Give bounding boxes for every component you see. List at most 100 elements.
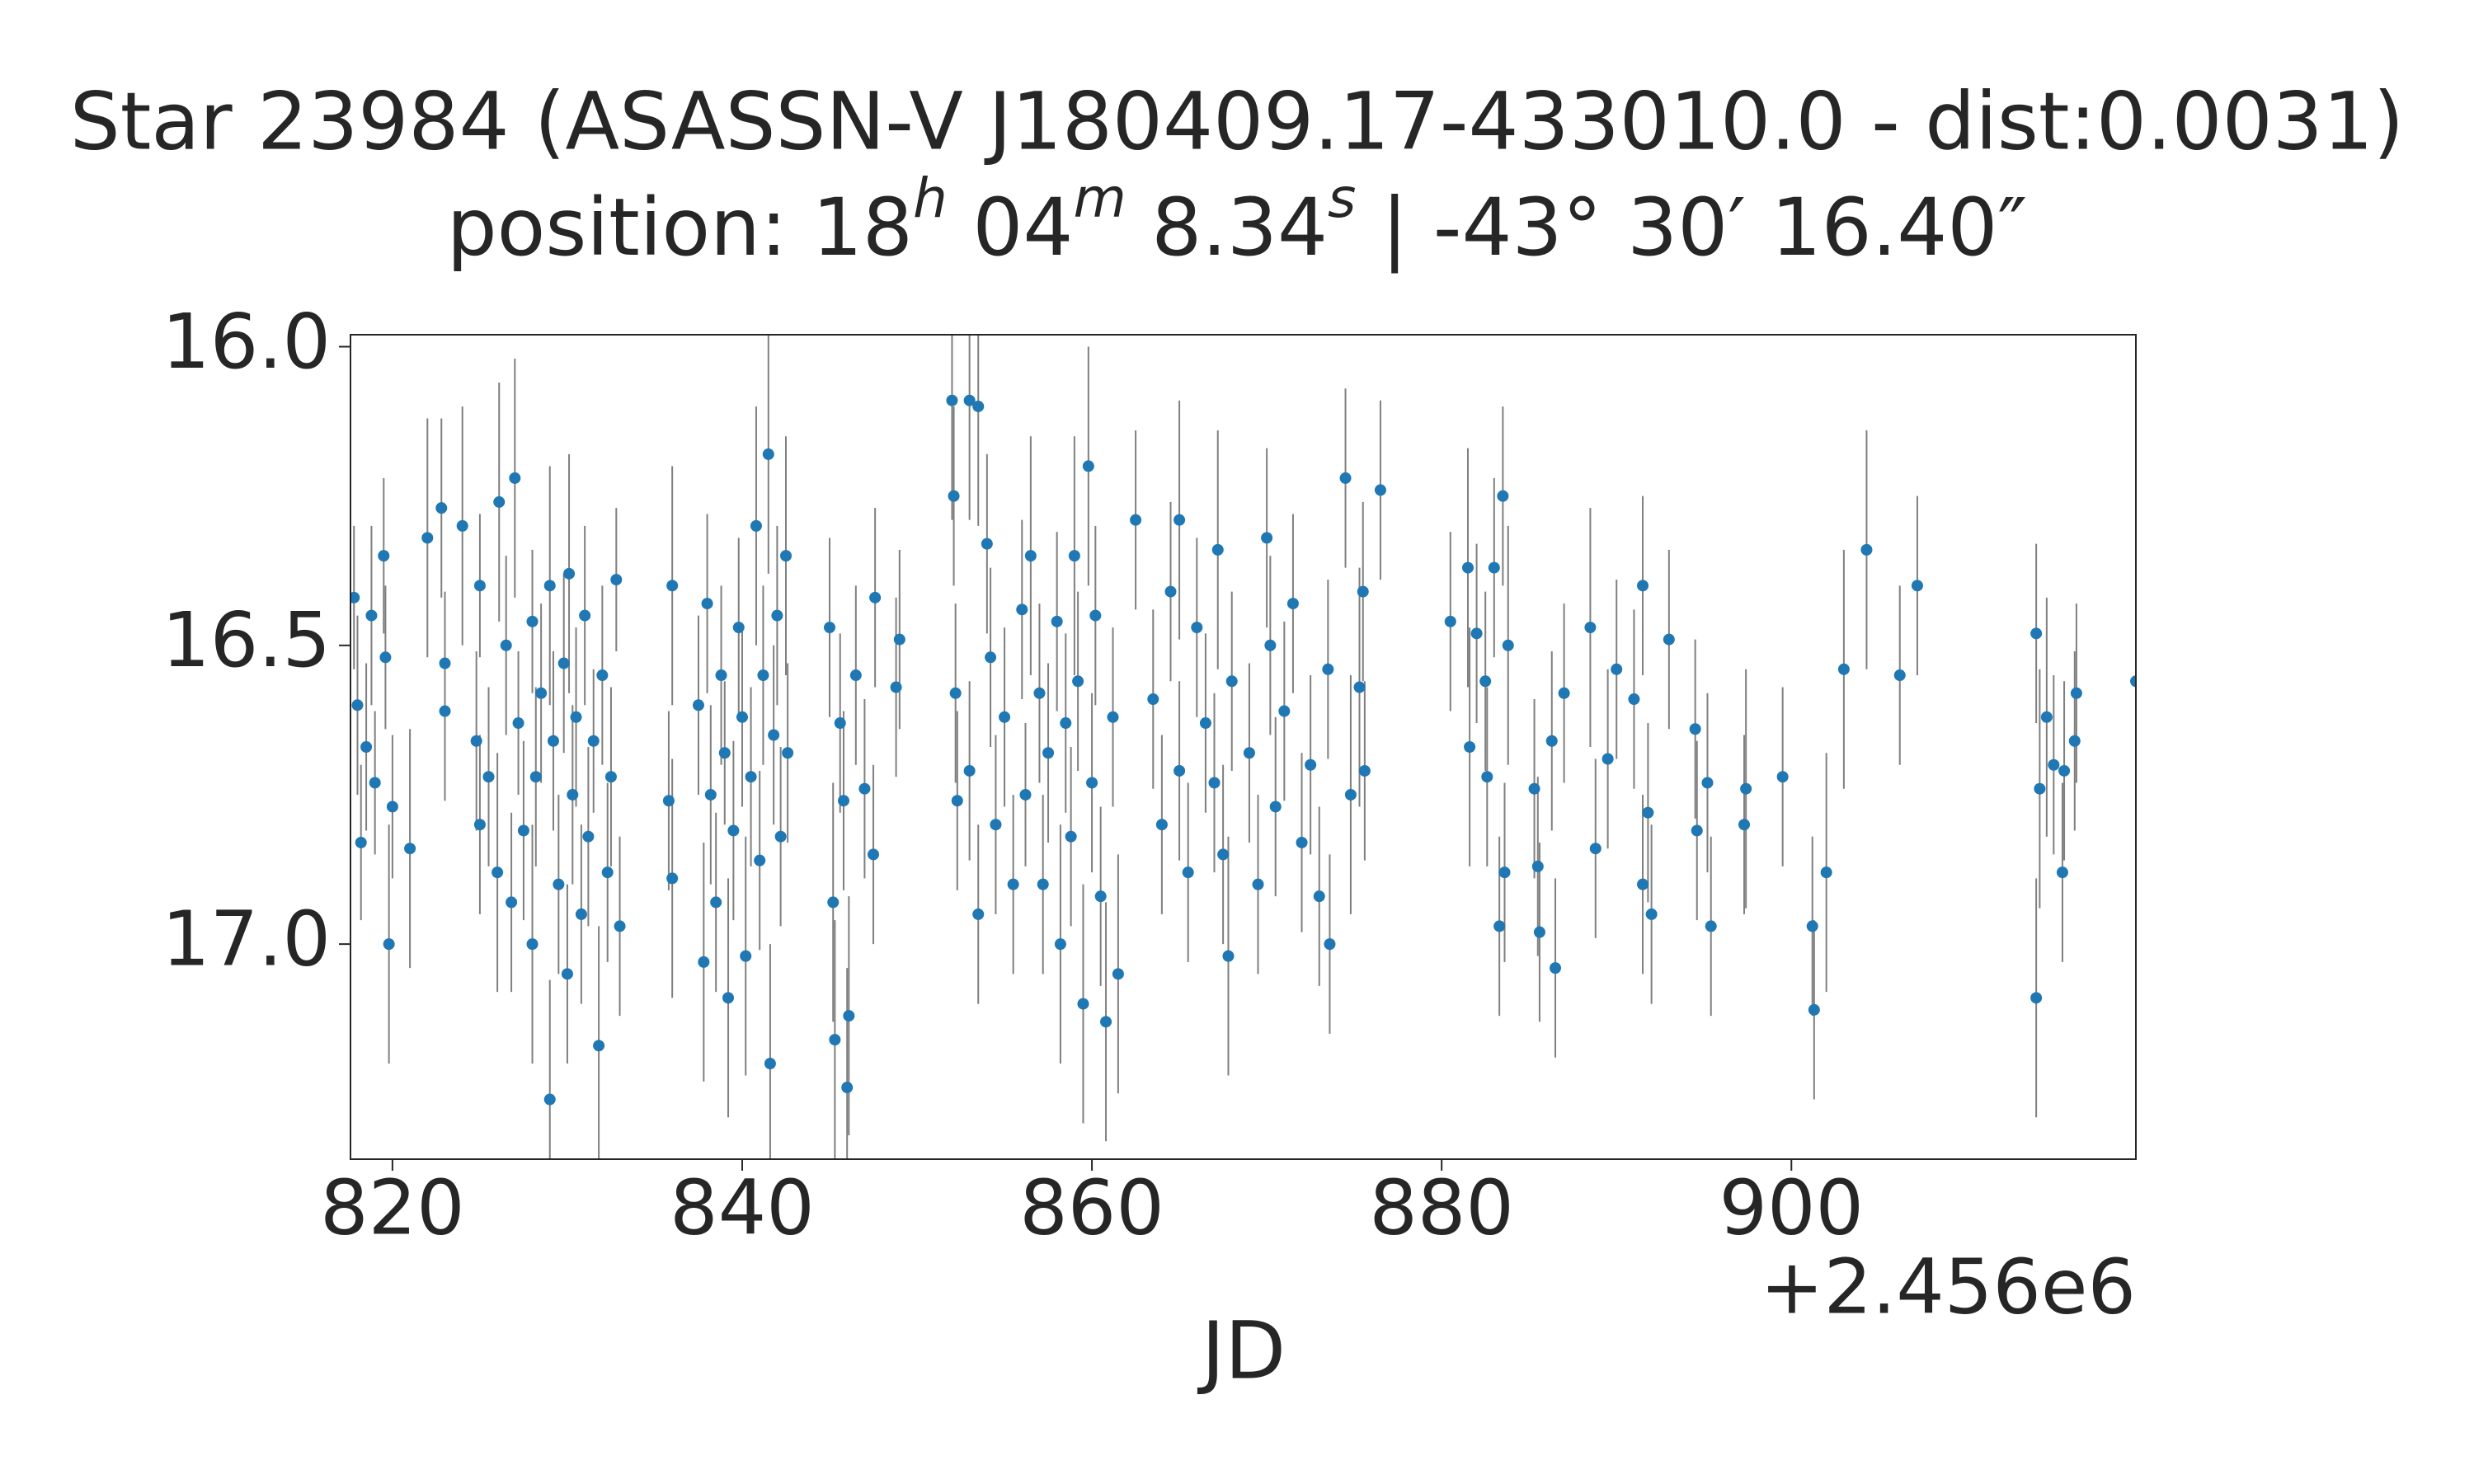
data-point: [963, 394, 976, 406]
data-point: [517, 824, 529, 837]
x-tick-label: 820: [320, 1163, 465, 1252]
data-point: [1007, 878, 1019, 890]
data-point: [1222, 950, 1235, 962]
data-point: [2070, 687, 2082, 699]
data-point: [593, 1040, 605, 1052]
data-point: [456, 519, 468, 532]
data-point: [869, 591, 882, 603]
data-point: [614, 920, 626, 932]
data-point: [526, 938, 539, 951]
data-point: [1481, 771, 1493, 783]
data-point: [1628, 693, 1640, 706]
data-point: [1502, 639, 1514, 651]
subtitle-part: 04: [948, 181, 1074, 274]
data-point: [774, 830, 787, 843]
data-point: [949, 687, 962, 699]
data-point: [1493, 920, 1506, 932]
data-point: [2030, 627, 2043, 640]
data-point: [1611, 663, 1623, 675]
data-point: [1470, 627, 1483, 640]
data-point: [1488, 561, 1500, 574]
x-axis-label: JD: [1197, 1304, 1286, 1397]
data-point: [1065, 830, 1077, 843]
data-point: [718, 747, 731, 759]
data-point: [604, 771, 617, 783]
data-point: [1645, 908, 1658, 920]
data-point: [704, 788, 717, 801]
data-point: [1893, 669, 1906, 682]
data-point: [1060, 717, 1072, 730]
data-point: [948, 490, 960, 502]
data-point: [570, 711, 582, 723]
data-point: [1019, 788, 1032, 801]
data-point: [1016, 603, 1028, 616]
data-point: [662, 795, 675, 807]
data-point: [1082, 460, 1094, 472]
data-point: [473, 819, 486, 831]
y-tick-label: 16.0: [162, 298, 331, 386]
x-tick-label: 900: [1719, 1163, 1864, 1252]
data-point: [1637, 878, 1649, 890]
data-point: [779, 550, 792, 562]
data-point: [1313, 890, 1325, 903]
data-point: [1806, 920, 1818, 932]
data-point: [757, 669, 769, 682]
data-point: [535, 687, 548, 699]
data-point: [529, 771, 542, 783]
data-point: [1533, 926, 1545, 938]
data-point: [470, 735, 482, 747]
data-point: [1112, 968, 1124, 980]
data-point: [421, 532, 434, 544]
data-point: [1339, 472, 1352, 484]
data-point: [1072, 675, 1084, 688]
data-point: [750, 519, 762, 532]
subtitle-superscript: h: [913, 167, 948, 230]
data-point: [1225, 675, 1238, 688]
data-point: [736, 711, 748, 723]
data-point: [985, 651, 997, 664]
data-point: [1808, 1003, 1820, 1016]
data-point: [771, 609, 783, 622]
subtitle-part: | -43° 30′ 16.40″: [1356, 181, 2027, 275]
data-point: [1037, 878, 1049, 890]
data-point: [1147, 693, 1159, 706]
data-point: [2130, 675, 2136, 688]
data-point: [355, 836, 367, 848]
data-point: [350, 591, 360, 603]
data-point: [1191, 622, 1203, 634]
data-point: [834, 717, 846, 730]
data-point: [506, 896, 518, 909]
data-point: [837, 795, 849, 807]
data-point: [1358, 764, 1371, 777]
data-point: [1820, 866, 1832, 879]
data-point: [1558, 687, 1570, 699]
data-point: [601, 866, 614, 879]
data-point: [500, 639, 512, 651]
subtitle-superscript: s: [1328, 167, 1356, 230]
data-point: [1663, 633, 1675, 646]
data-point: [1261, 532, 1273, 544]
data-point: [666, 872, 679, 885]
data-point: [1024, 550, 1037, 562]
data-point: [827, 896, 840, 909]
data-point: [1089, 609, 1102, 622]
data-point: [1837, 663, 1850, 675]
data-point: [561, 968, 573, 980]
data-point: [2034, 782, 2046, 795]
data-point: [2056, 866, 2068, 879]
chart-subtitle: position: 18h 04m 8.34s | -43° 30′ 16.40…: [447, 167, 2028, 275]
data-point: [1374, 484, 1386, 496]
data-point: [379, 651, 392, 664]
data-point: [2030, 992, 2043, 1004]
data-point: [1086, 777, 1098, 789]
data-point: [1322, 663, 1334, 675]
data-point: [1155, 819, 1168, 831]
data-point: [1278, 705, 1291, 717]
data-point: [1211, 543, 1224, 556]
data-point: [745, 771, 757, 783]
data-point: [1094, 890, 1107, 903]
data-point: [722, 992, 735, 1004]
data-point: [553, 878, 565, 890]
axes-frame: [350, 334, 2137, 1160]
data-point: [701, 598, 713, 610]
